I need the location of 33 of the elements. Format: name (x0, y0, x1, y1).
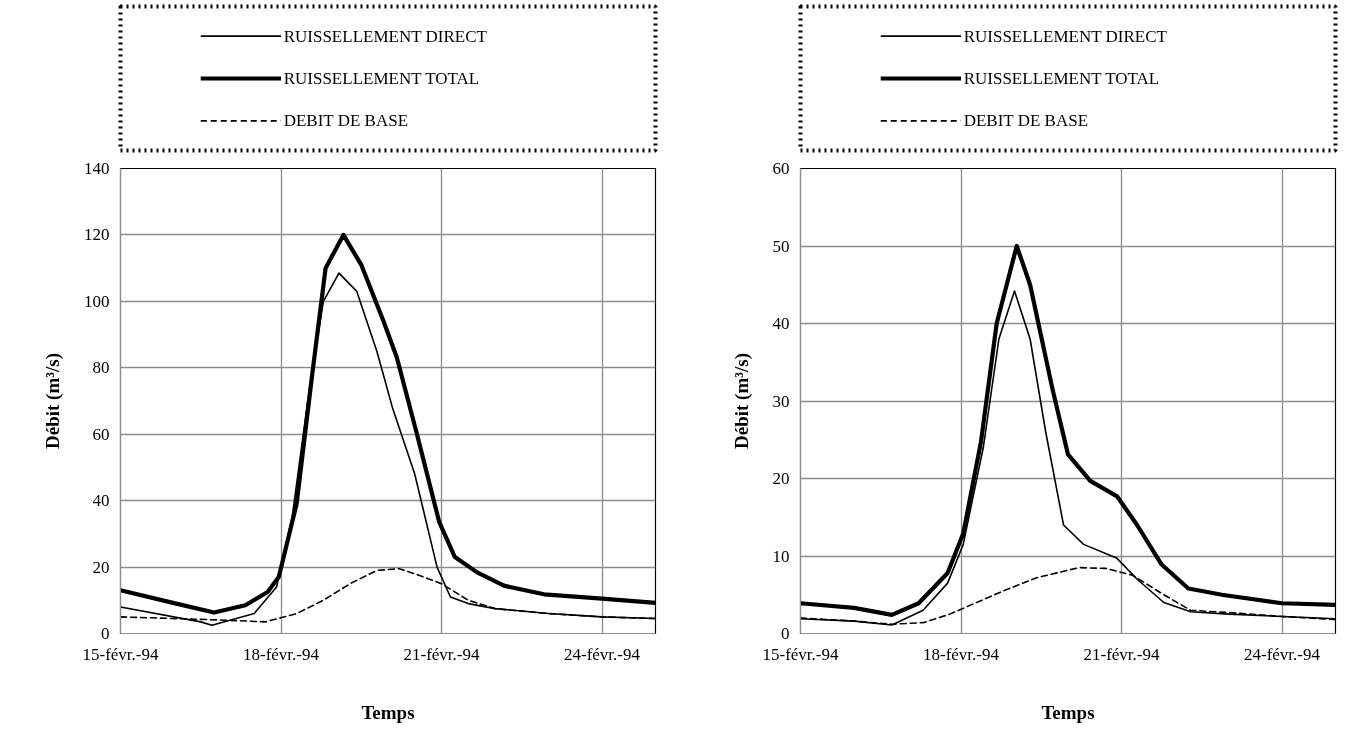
legend-label: DEBIT DE BASE (283, 111, 409, 131)
y-tick-label: 0 (101, 624, 110, 643)
x-tick-label: 21-févr.-94 (1083, 644, 1160, 664)
y-tick-label: 120 (84, 225, 110, 245)
y-axis-title: Débit (m³/s) (42, 353, 64, 449)
x-axis-title: Temps (361, 701, 415, 723)
legend-label: RUISSELLEMENT TOTAL (283, 69, 480, 88)
y-tick-label: 20 (772, 469, 790, 488)
y-tick-label: 60 (92, 424, 110, 444)
legend-label: RUISSELLEMENT DIRECT (963, 26, 1168, 46)
y-tick-label: 40 (92, 491, 110, 511)
x-tick-label: 24-févr.-94 (564, 644, 641, 664)
x-tick-label: 21-févr.-94 (403, 644, 480, 664)
y-tick-label: 0 (781, 624, 790, 643)
y-tick-label: 30 (772, 391, 790, 411)
y-tick-label: 40 (772, 314, 790, 333)
x-tick-label: 18-févr.-94 (923, 644, 1000, 664)
y-tick-label: 10 (772, 546, 790, 566)
legend-label: DEBIT DE BASE (963, 111, 1089, 131)
x-tick-label: 15-févr.-94 (762, 644, 839, 664)
legend-label: RUISSELLEMENT TOTAL (963, 69, 1160, 88)
y-axis-title: Débit (m³/s) (730, 353, 753, 449)
y-tick-label: 20 (92, 557, 110, 577)
y-tick-label: 80 (92, 358, 110, 378)
y-tick-label: 50 (772, 236, 790, 256)
y-tick-label: 60 (772, 159, 790, 178)
x-tick-label: 24-févr.-94 (1244, 644, 1321, 664)
x-tick-label: 18-févr.-94 (243, 644, 320, 664)
y-tick-label: 140 (84, 159, 110, 178)
x-tick-label: 15-févr.-94 (82, 644, 159, 664)
y-tick-label: 100 (84, 291, 110, 311)
legend-label: RUISSELLEMENT DIRECT (283, 26, 488, 46)
x-axis-title: Temps (1041, 701, 1095, 723)
